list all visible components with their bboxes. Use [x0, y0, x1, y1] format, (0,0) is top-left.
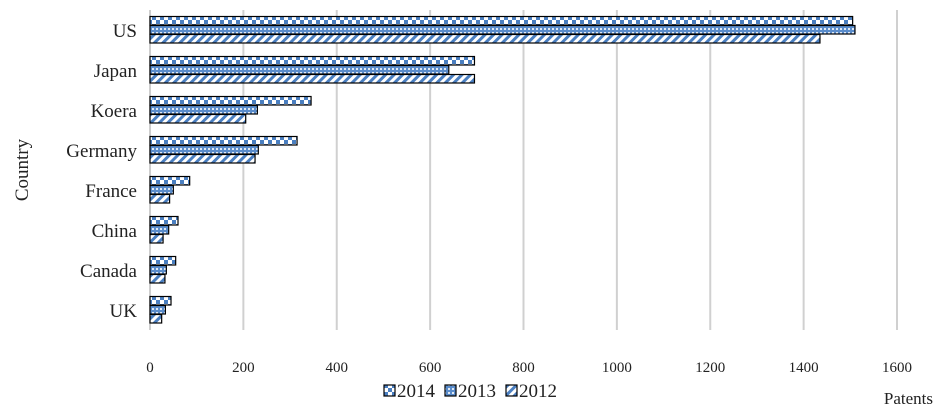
legend-swatch-2013 [444, 384, 457, 397]
bar-china-2014 [149, 215, 179, 226]
bar-us-2014 [149, 15, 854, 26]
y-category-label: Germany [66, 141, 137, 162]
bar-canada-2012 [149, 273, 166, 284]
y-axis-title: Country [12, 138, 33, 201]
x-tick-label: 800 [512, 360, 535, 376]
bar-us-2012 [149, 33, 821, 44]
x-tick-label: 1400 [789, 360, 819, 376]
bar-china-2013 [149, 224, 170, 235]
x-tick-label: 0 [146, 360, 154, 376]
bars [149, 15, 856, 324]
bar-france-2012 [149, 193, 171, 204]
x-tick-label: 600 [419, 360, 442, 376]
x-tick-label: 1000 [602, 360, 632, 376]
legend-label-2012: 2012 [519, 381, 557, 402]
legend-swatch-2012 [505, 384, 518, 397]
legend-swatch-2014 [383, 384, 396, 397]
y-category-label: US [113, 21, 137, 42]
legend: 2014 2013 2012 [383, 381, 557, 402]
labels: 0 200 400 600 800 1000 1200 1400 1600 US Japan Koer… [12, 21, 933, 407]
bar-uk-2013 [149, 304, 167, 315]
bar-koera-2013 [149, 104, 258, 115]
bar-uk-2014 [149, 295, 172, 306]
bar-germany-2014 [149, 135, 298, 146]
legend-label-2014: 2014 [397, 381, 436, 402]
bar-france-2014 [149, 175, 191, 186]
bar-germany-2012 [149, 153, 256, 164]
x-axis-title: Patents [884, 389, 933, 407]
bar-germany-2013 [149, 144, 259, 155]
legend-label-2013: 2013 [458, 381, 496, 402]
bar-us-2013 [149, 24, 856, 35]
bar-canada-2014 [149, 255, 177, 266]
x-tick-label: 1600 [882, 360, 912, 376]
y-category-label: China [92, 221, 138, 242]
bar-japan-2012 [149, 73, 476, 84]
bar-koera-2014 [149, 95, 312, 106]
bar-japan-2014 [149, 55, 476, 66]
bar-france-2013 [149, 184, 174, 195]
bar-japan-2013 [149, 64, 450, 75]
y-category-label: Japan [94, 61, 138, 82]
bar-koera-2012 [149, 113, 247, 124]
bar-china-2012 [149, 233, 164, 244]
y-category-label: Canada [80, 261, 138, 282]
y-category-label: Koera [91, 101, 138, 122]
x-tick-label: 1200 [695, 360, 725, 376]
bar-canada-2013 [149, 264, 167, 275]
x-tick-label: 400 [326, 360, 349, 376]
x-tick-label: 200 [232, 360, 255, 376]
y-category-label: UK [110, 301, 138, 322]
bar-uk-2012 [149, 313, 163, 324]
y-category-label: France [85, 181, 137, 202]
